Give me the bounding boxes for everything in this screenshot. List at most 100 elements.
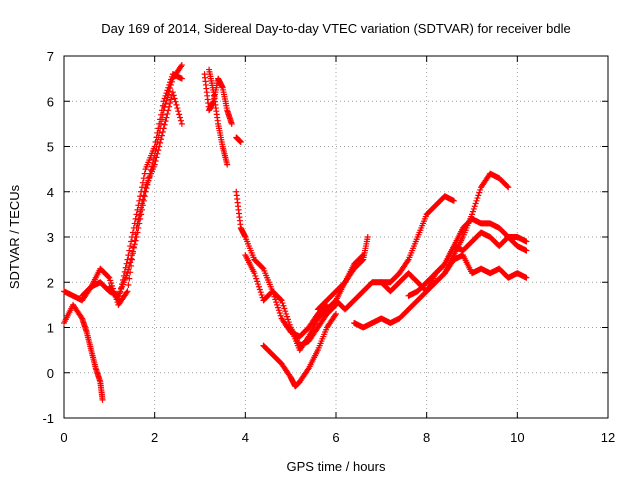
data-point: [117, 289, 124, 296]
y-tick-label: 1: [47, 321, 54, 336]
data-point: [128, 262, 135, 269]
x-tick-label: 12: [601, 430, 615, 445]
data-point: [167, 100, 174, 107]
data-point: [158, 136, 165, 143]
data-point: [304, 366, 311, 373]
y-tick-label: 5: [47, 140, 54, 155]
x-tick-label: 2: [151, 430, 158, 445]
data-point: [177, 63, 184, 70]
data-point: [237, 138, 244, 145]
data-point: [131, 220, 138, 227]
y-axis-label: SDTVAR / TECUs: [7, 184, 22, 289]
data-point: [136, 197, 143, 204]
data-point: [152, 157, 159, 164]
data-point: [125, 281, 132, 288]
data-point: [174, 105, 181, 112]
data-point: [404, 257, 411, 264]
data-point: [523, 274, 530, 281]
y-tick-label: 4: [47, 185, 54, 200]
data-point: [253, 275, 260, 282]
data-point: [129, 229, 136, 236]
series-pass-4: [106, 71, 185, 304]
data-point: [284, 313, 291, 320]
data-point: [123, 260, 130, 267]
data-point: [126, 275, 133, 282]
data-point: [277, 312, 284, 319]
data-point: [163, 90, 170, 97]
data-point: [178, 62, 185, 69]
data-point: [159, 129, 166, 136]
data-point: [166, 103, 173, 110]
data-point: [121, 268, 128, 275]
data-point: [118, 285, 125, 292]
data-point: [276, 310, 283, 317]
data-point: [127, 243, 134, 250]
y-tick-label: 3: [47, 230, 54, 245]
data-point: [224, 161, 231, 168]
data-point: [127, 269, 134, 276]
data-point: [173, 101, 180, 108]
data-point: [254, 278, 261, 285]
data-point: [166, 81, 173, 88]
data-point: [137, 193, 144, 200]
data-point: [281, 305, 288, 312]
data-point: [124, 270, 131, 277]
series-pass-12: [314, 234, 371, 313]
data-point: [136, 212, 143, 219]
data-point: [164, 87, 171, 94]
data-point: [128, 255, 135, 262]
data-point: [139, 196, 146, 203]
data-point: [274, 301, 281, 308]
data-point: [159, 102, 166, 109]
data-point: [473, 197, 480, 204]
data-point: [364, 234, 371, 240]
data-point: [277, 296, 284, 303]
data-point: [116, 293, 123, 300]
series-pass-17: [441, 252, 530, 281]
data-point: [141, 170, 148, 177]
data-point: [259, 264, 266, 271]
data-point: [119, 281, 126, 288]
data-point: [160, 125, 167, 132]
data-point: [120, 272, 127, 279]
data-point: [157, 139, 164, 146]
series-pass-3: [79, 89, 185, 308]
data-point: [135, 216, 142, 223]
data-point: [286, 321, 293, 328]
data-point: [157, 116, 164, 123]
data-point: [108, 280, 115, 287]
data-point: [176, 111, 183, 118]
data-point: [177, 117, 184, 124]
data-point: [274, 304, 281, 311]
data-point: [164, 110, 171, 117]
data-point: [175, 108, 182, 115]
data-point: [284, 316, 291, 323]
data-point: [165, 107, 172, 114]
data-point: [124, 256, 131, 263]
data-point: [283, 310, 290, 317]
data-point: [279, 300, 286, 307]
data-point: [140, 192, 147, 199]
data-point: [130, 243, 137, 250]
data-point: [105, 273, 112, 280]
series-pass-7: [233, 134, 244, 145]
data-point: [130, 224, 137, 231]
data-point: [167, 79, 174, 86]
data-point: [151, 143, 158, 150]
data-point: [138, 184, 145, 191]
chart-title: Day 169 of 2014, Sidereal Day-to-day VTE…: [101, 21, 570, 36]
data-point: [138, 188, 145, 195]
series-pass-2: [61, 301, 106, 403]
data-point: [129, 234, 135, 240]
data-point: [333, 310, 339, 317]
data-point: [78, 314, 85, 321]
data-point: [177, 114, 184, 121]
y-tick-label: 0: [47, 366, 54, 381]
data-point: [255, 281, 262, 288]
data-point: [275, 307, 282, 314]
data-point: [161, 121, 168, 128]
x-tick-label: 8: [423, 430, 430, 445]
data-point: [273, 299, 280, 306]
